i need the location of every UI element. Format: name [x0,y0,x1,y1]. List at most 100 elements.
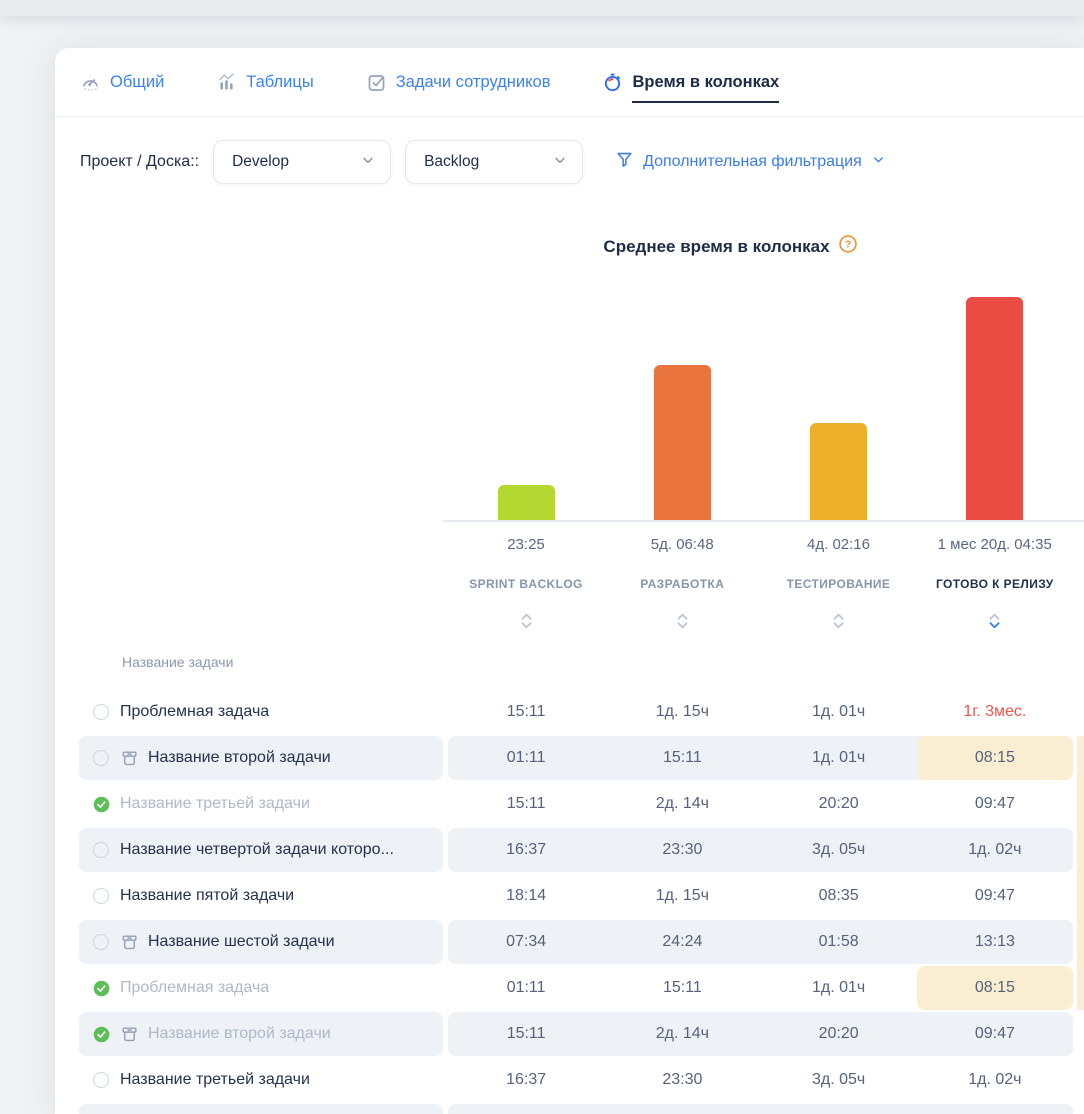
time-cell: 1д. 01ч [811,979,866,996]
time-cell: 01:11 [506,749,546,766]
table-row[interactable]: Проблемная задача 01:11 15:11 1д. 01ч 08:15 [55,966,1084,1010]
time-cell: 16:37 [506,1071,547,1088]
time-cell [604,1104,760,1114]
chart-axis-line [443,520,1084,522]
time-cells [448,1104,1073,1114]
project-board-label: Проект / Доска:: [80,153,200,170]
time-cell: 3д. 05ч [811,1071,866,1088]
tab-time-in-columns[interactable]: Время в колонках [602,72,780,103]
done-check-icon[interactable] [93,980,110,997]
status-circle-icon[interactable] [93,887,110,905]
status-circle-icon[interactable] [93,749,110,767]
time-cell: 15:11 [506,795,546,812]
filter-row: Проект / Доска:: Develop Backlog Дополни… [80,140,1059,184]
time-cell: 07:34 [506,933,547,950]
tab-label: Общий [110,72,165,91]
task-name-cell[interactable]: Название второй задачи [79,1012,443,1056]
checkbox-icon [366,72,387,93]
time-cell: 08:15 [916,966,1073,1010]
table-row[interactable]: Проблемная задача 15:11 1д. 15ч 1д. 01ч 1г.… [55,690,1084,734]
column-header: РАЗРАБОТКА [640,577,725,591]
done-check-icon[interactable] [93,796,110,813]
task-name-cell[interactable]: Название четвертой задачи которо... [79,828,443,872]
table-row[interactable]: Название третьей задачи 15:11 2д. 14ч 20:2… [55,782,1084,826]
project-select[interactable]: Develop [213,140,392,184]
table-row[interactable] [55,1104,1084,1114]
time-cell: 18:14 [506,887,547,904]
time-cells: 15:11 2д. 14ч 20:20 09:47 [448,1012,1073,1056]
time-cell: 20:20 [818,1025,859,1042]
time-cell: 2д. 14ч [655,1025,709,1042]
time-cells: 15:11 2д. 14ч 20:20 09:47 [448,782,1073,826]
time-cell: 20:20 [818,795,859,812]
task-name-cell[interactable]: Проблемная задача [79,690,443,734]
time-cells: 16:37 23:30 3д. 05ч 1д. 02ч [448,1058,1073,1102]
time-cell: 09:47 [974,887,1015,904]
time-cell: 08:35 [818,887,859,904]
time-cell: 08:15 [916,736,1073,780]
status-circle-icon[interactable] [93,841,110,859]
status-circle-icon[interactable] [93,933,110,951]
status-circle-icon[interactable] [93,703,110,721]
tab-label: Задачи сотрудников [395,72,551,91]
time-cell [761,1104,917,1114]
column-avg-time: 5д. 06:48 [650,536,714,553]
avg-time-chart: Среднее время в колонках ? 23:25 SPRINT B… [55,184,1084,690]
task-name-cell[interactable]: Название шестой задачи [79,920,443,964]
done-check-icon[interactable] [93,1026,110,1043]
task-name-cell[interactable]: Название пятой задачи [79,874,443,918]
task-name-cell[interactable]: Название второй задачи [79,736,443,780]
tab-employee-tasks[interactable]: Задачи сотрудников [366,72,551,93]
time-cell: 01:58 [818,933,859,950]
funnel-icon [615,150,634,174]
task-name: Проблемная задача [120,703,270,720]
board-select-value: Backlog [424,153,480,170]
chart-title: Среднее время в колонках [603,236,830,256]
time-cell: 13:13 [974,933,1015,950]
task-name-cell[interactable]: Название третьей задачи [79,782,443,826]
time-cell: 01:11 [506,979,546,996]
table-row[interactable]: Название четвертой задачи которо... 16:3… [55,828,1084,872]
task-name: Проблемная задача [120,979,270,996]
chevron-down-icon [871,152,886,172]
archive-box-icon [120,1025,139,1044]
time-cell: 1д. 02ч [968,841,1022,858]
table-row[interactable]: Название третьей задачи 16:37 23:30 3д. 05… [55,1058,1084,1102]
chart-title-row: Среднее время в колонках ? [418,234,1043,259]
task-name: Название третьей задачи [120,1071,310,1088]
time-cells: 18:14 1д. 15ч 08:35 09:47 [448,874,1073,918]
chart-bar[interactable] [653,365,711,520]
task-name-cell[interactable]: Название третьей задачи [79,1058,443,1102]
column-sort-control[interactable] [604,612,760,635]
chart-bar[interactable] [810,423,868,520]
table-row[interactable]: Название пятой задачи 18:14 1д. 15ч 08:35 0… [55,874,1084,918]
status-circle-icon[interactable] [93,1071,110,1089]
stopwatch-icon [602,72,623,93]
column-sort-control[interactable] [917,612,1073,635]
time-cell: 23:30 [662,841,703,858]
time-cells: 16:37 23:30 3д. 05ч 1д. 02ч [448,828,1073,872]
time-cell: 09:47 [974,795,1015,812]
table-row[interactable]: Название второй задачи 01:11 15:11 1д. 01ч… [55,736,1084,780]
time-cell: 16:37 [506,841,547,858]
board-select[interactable]: Backlog [405,140,584,184]
task-name-column-header: Название задачи [122,654,234,670]
task-name: Название шестой задачи [148,933,335,950]
time-cell: 2д. 14ч [655,795,709,812]
tab-tables[interactable]: Таблицы [216,72,314,93]
time-cell: 15:11 [506,703,546,720]
table-row[interactable]: Название второй задачи 15:11 2д. 14ч 20:20… [55,1012,1084,1056]
task-name-cell[interactable]: Проблемная задача [79,966,443,1010]
chart-bar[interactable] [966,297,1024,520]
question-circle-icon[interactable]: ? [838,234,858,259]
chevron-down-icon [552,152,568,173]
tab-general[interactable]: Общий [80,72,164,93]
time-cell: 1г. 3мес. [963,703,1027,720]
chart-bar[interactable] [497,485,555,520]
task-name-cell[interactable] [79,1104,443,1114]
column-sort-control[interactable] [761,612,917,635]
table-row[interactable]: Название шестой задачи 07:34 24:24 01:58 13… [55,920,1084,964]
gauge-icon [80,72,101,93]
extra-filter-button[interactable]: Дополнительная фильтрация [615,150,886,174]
column-sort-control[interactable] [448,612,604,635]
